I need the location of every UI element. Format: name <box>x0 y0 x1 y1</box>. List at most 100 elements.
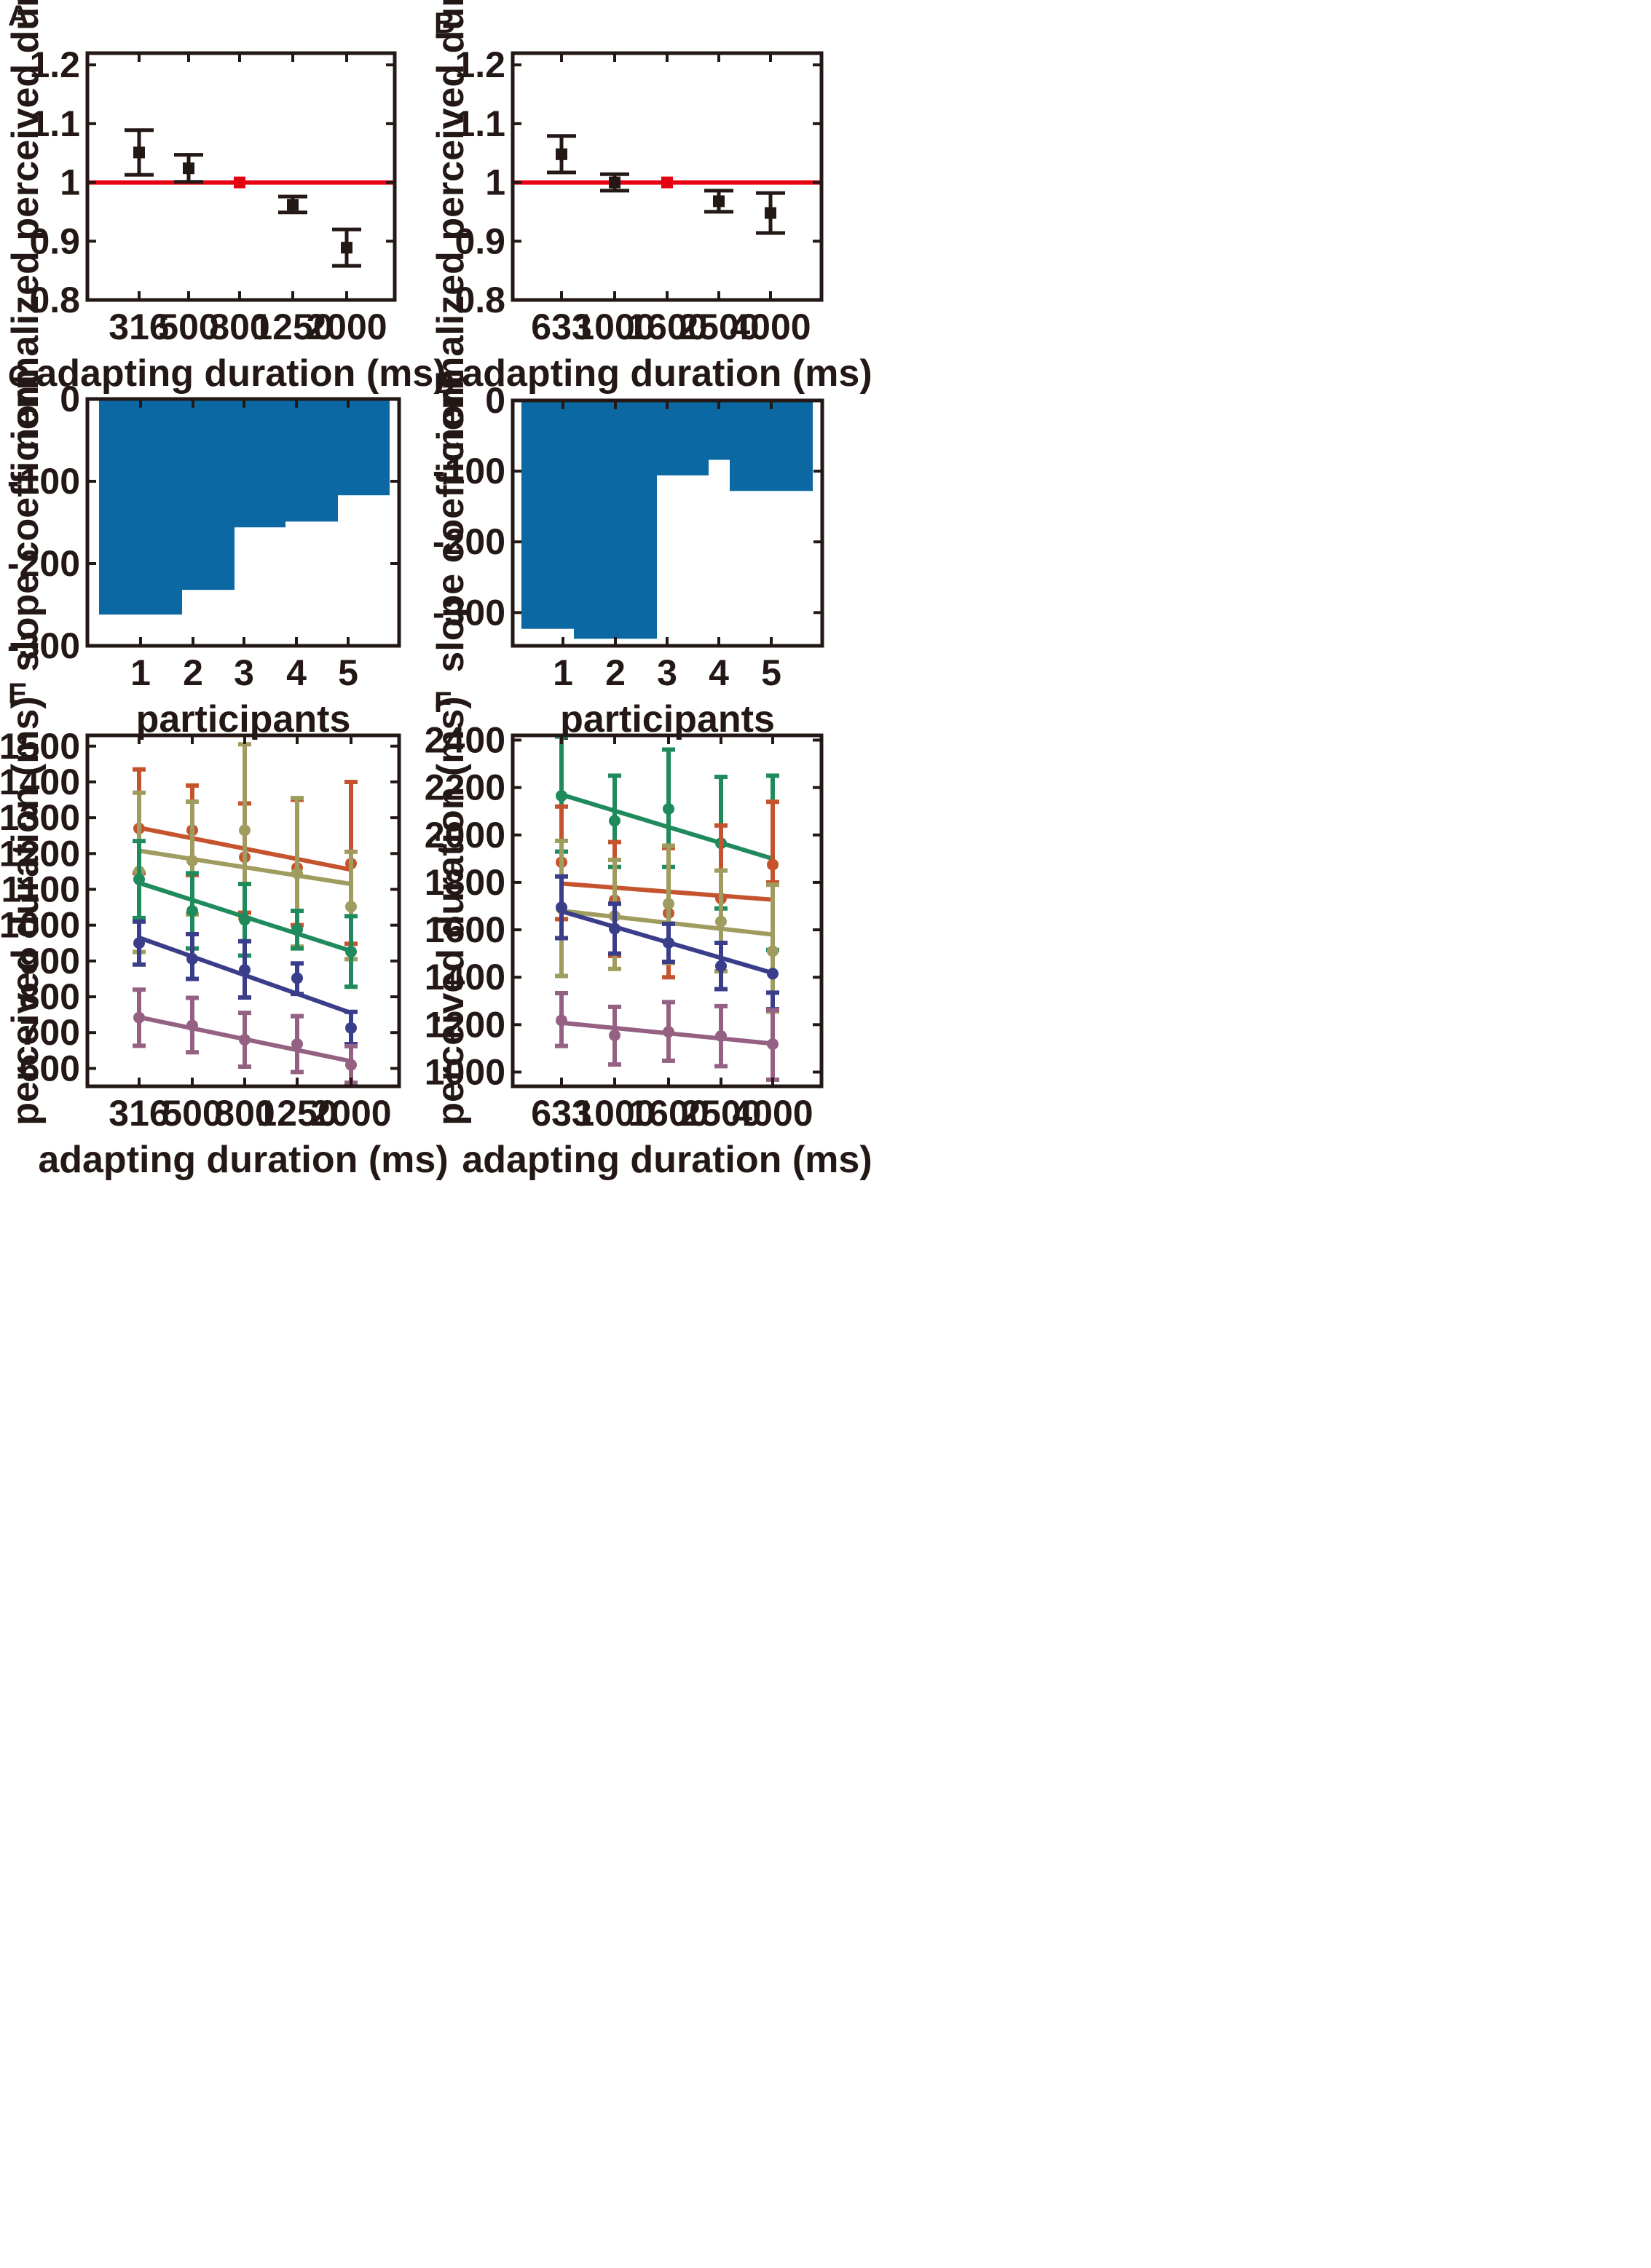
data-point <box>663 802 674 815</box>
x-tick-label: 1600 <box>628 1093 709 1134</box>
x-tick-label: 2000 <box>310 1093 391 1134</box>
data-point <box>291 1038 303 1050</box>
panel-letter: A <box>8 0 29 32</box>
y-tick-label: 1400 <box>425 957 505 997</box>
y-tick-label: 0.8 <box>454 280 505 320</box>
x-tick-label: 4 <box>709 652 729 693</box>
fit-line <box>138 880 352 953</box>
bar <box>307 399 390 496</box>
y-tick-label: 2400 <box>425 720 505 761</box>
y-axis-label: perceived duration (ms) <box>430 696 472 1125</box>
y-tick-label: 900 <box>20 941 80 981</box>
fit-line <box>561 909 773 976</box>
x-tick-label: 1000 <box>574 307 655 347</box>
y-tick-label: 1.1 <box>454 103 505 144</box>
y-tick-label: 2000 <box>425 815 505 856</box>
data-point <box>663 898 674 910</box>
x-tick-label: 1250 <box>252 307 333 347</box>
data-point <box>287 199 299 211</box>
y-tick-label: 1200 <box>425 1004 505 1045</box>
x-tick-label: 800 <box>209 307 269 347</box>
fit-line <box>138 936 352 1016</box>
y-tick-label: 0 <box>60 379 80 419</box>
fit-line <box>561 792 773 861</box>
y-tick-label: 1.2 <box>454 44 505 85</box>
x-tick-label: 3 <box>234 652 254 693</box>
data-point <box>715 915 727 928</box>
y-tick-label: 1000 <box>0 905 80 946</box>
y-axis-label: normalized perceived duration <box>430 0 472 451</box>
x-tick-label: 316 <box>109 307 169 347</box>
x-tick-label: 1600 <box>626 307 707 347</box>
data-point <box>609 1029 620 1041</box>
data-point <box>767 858 779 871</box>
x-tick-label: 500 <box>162 1093 222 1134</box>
fit-line <box>138 848 352 887</box>
y-tick-label: 600 <box>20 1048 80 1088</box>
y-tick-label: -200 <box>433 521 505 562</box>
data-point <box>556 148 567 160</box>
x-tick-label: 4000 <box>732 1093 813 1134</box>
y-tick-label: 1600 <box>425 909 505 950</box>
x-tick-label: 633 <box>531 1093 591 1134</box>
x-tick-label: 500 <box>158 307 218 347</box>
data-point <box>345 1022 357 1034</box>
y-tick-label: 1200 <box>0 833 80 874</box>
x-axis-label: adapting duration (ms) <box>462 1139 872 1181</box>
data-point <box>183 162 194 175</box>
x-tick-label: 3 <box>657 652 677 693</box>
data-point <box>609 176 620 189</box>
y-tick-label: 1400 <box>0 762 80 802</box>
y-tick-label: 1100 <box>1 869 80 909</box>
data-point <box>767 945 779 957</box>
fit-line <box>561 1020 773 1046</box>
panel-letter: B <box>434 7 455 39</box>
data-point <box>133 146 145 159</box>
data-point <box>661 176 673 189</box>
x-tick-label: 1 <box>553 652 573 693</box>
x-tick-label: 5 <box>338 652 358 693</box>
data-point <box>291 972 303 984</box>
y-tick-label: -200 <box>7 543 80 584</box>
data-point <box>234 176 245 189</box>
x-tick-label: 4 <box>286 652 307 693</box>
data-point <box>341 242 352 254</box>
y-axis-label: slope coefficient <box>4 373 47 671</box>
y-tick-label: 1 <box>60 162 80 203</box>
x-tick-label: 2500 <box>678 307 759 347</box>
y-tick-label: -300 <box>433 592 505 633</box>
y-axis-label: slope coefficient <box>430 374 472 672</box>
panel-f: 1000120014001600180020002200240063310001… <box>425 687 872 1181</box>
x-tick-label: 1250 <box>256 1093 337 1134</box>
x-tick-label: 316 <box>109 1093 169 1134</box>
x-axis-label: participants <box>136 698 351 740</box>
x-tick-label: 1000 <box>574 1093 655 1134</box>
x-tick-label: 5 <box>761 652 781 693</box>
panel-letter: C <box>8 360 29 392</box>
series-4 <box>555 874 779 1012</box>
x-tick-label: 800 <box>214 1093 275 1134</box>
y-tick-label: 1300 <box>0 797 80 838</box>
x-tick-label: 1 <box>130 652 151 693</box>
x-axis-label: participants <box>560 698 775 740</box>
y-tick-label: 1.1 <box>29 103 80 144</box>
x-tick-label: 633 <box>531 307 591 347</box>
y-tick-label: 0 <box>485 380 505 421</box>
x-axis-label: adapting duration (ms) <box>36 352 446 395</box>
series-5 <box>555 991 779 1082</box>
y-tick-label: 0.8 <box>29 280 80 320</box>
y-tick-label: -100 <box>433 451 505 491</box>
y-axis-label: perceived duration (ms) <box>4 696 47 1125</box>
data-point <box>715 960 727 972</box>
data-point <box>765 207 776 219</box>
series-5 <box>133 987 358 1086</box>
x-tick-label: 2500 <box>680 1093 761 1134</box>
y-tick-label: 1 <box>485 162 505 203</box>
y-tick-label: 700 <box>20 1012 80 1053</box>
data-point <box>713 195 725 208</box>
fit-line <box>138 1015 352 1064</box>
panel-c: -300 -200 -100 0 1 2 3 4 5 participants slope coef… <box>4 360 401 740</box>
panel-letter: E <box>8 678 28 710</box>
